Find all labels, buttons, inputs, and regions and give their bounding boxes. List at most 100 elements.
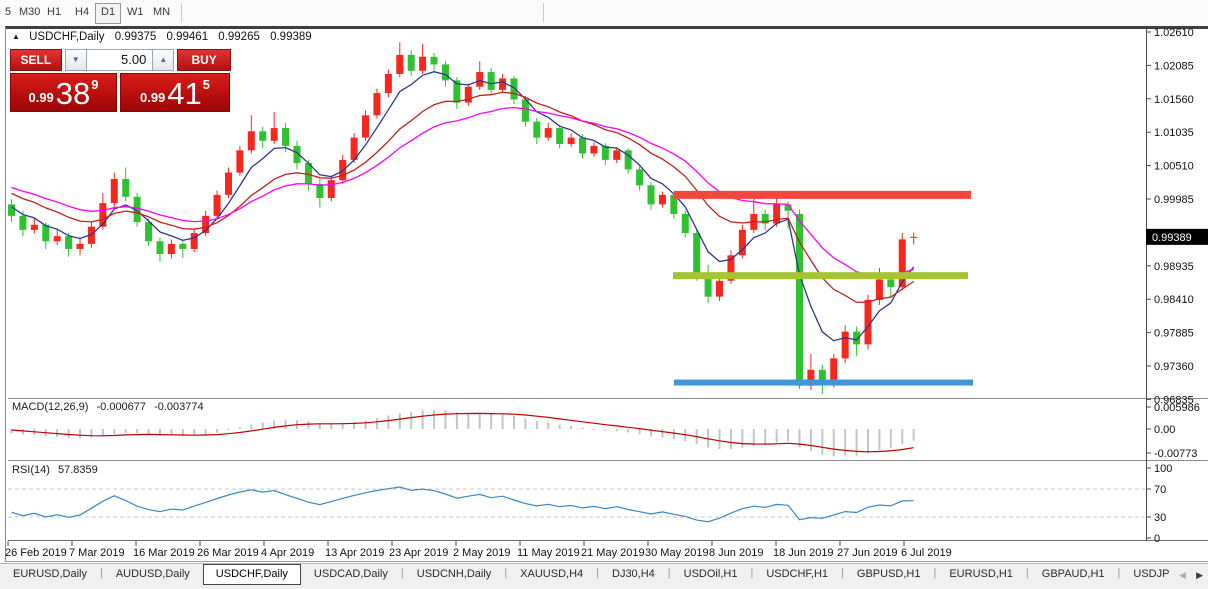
candle-body bbox=[453, 80, 461, 103]
timeframe-button-D1[interactable]: D1 bbox=[95, 3, 122, 24]
macd-histogram-bar bbox=[79, 429, 82, 439]
volume-decrease-button[interactable]: ▼ bbox=[64, 49, 87, 71]
macd-histogram-bar bbox=[261, 422, 264, 429]
moving-average-line bbox=[11, 71, 915, 342]
timeframe-toolbar: 5 M30 H1 H4 D1 W1 MN bbox=[0, 0, 1208, 26]
candle-body bbox=[738, 229, 746, 256]
macd-histogram-bar bbox=[421, 410, 424, 429]
volume-input[interactable]: 5.00 bbox=[86, 49, 153, 71]
macd-histogram-bar bbox=[752, 429, 755, 446]
candle-body bbox=[499, 78, 507, 90]
ohlc-close: 0.99389 bbox=[270, 31, 312, 43]
macd-histogram-bar bbox=[147, 429, 150, 434]
macd-histogram-bar bbox=[284, 419, 287, 429]
macd-axis-label: -0.00773 bbox=[1154, 448, 1197, 460]
tab-scroll-right-icon[interactable]: ▶ bbox=[1196, 570, 1203, 580]
horizontal-ray[interactable] bbox=[674, 190, 971, 199]
candle-body bbox=[122, 178, 130, 197]
macd-histogram-bar bbox=[67, 429, 70, 438]
price-axis-label: 1.00510 bbox=[1154, 161, 1194, 173]
tab-GBPAUD-H1[interactable]: GBPAUD,H1 bbox=[1041, 568, 1105, 580]
timeframe-button-M30[interactable]: M30 bbox=[19, 6, 41, 18]
tab-EURUSD-Daily[interactable]: EURUSD,Daily bbox=[13, 568, 87, 580]
macd-main-value: -0.000677 bbox=[96, 401, 147, 413]
candle-body bbox=[533, 121, 541, 138]
candle-body bbox=[853, 331, 861, 345]
tab-GBPUSD-H1[interactable]: GBPUSD,H1 bbox=[856, 568, 921, 580]
timeframe-button-W1[interactable]: W1 bbox=[127, 6, 144, 18]
candle-body bbox=[293, 145, 301, 164]
tab-USDCAD-Daily[interactable]: USDCAD,Daily bbox=[313, 568, 388, 580]
moving-average-line bbox=[11, 91, 915, 304]
candle-body bbox=[99, 203, 107, 227]
collapse-panel-icon[interactable]: ▲ bbox=[12, 32, 20, 41]
candle-body bbox=[167, 243, 175, 255]
macd-histogram-bar bbox=[672, 429, 675, 440]
timeframe-button-H1[interactable]: H1 bbox=[47, 6, 62, 18]
price-axis-label: 0.97885 bbox=[1154, 328, 1194, 340]
volume-increase-button[interactable]: ▲ bbox=[152, 49, 175, 71]
candle-body bbox=[362, 115, 370, 138]
candle-body bbox=[784, 204, 792, 211]
tab-EURUSD-H1[interactable]: EURUSD,H1 bbox=[949, 568, 1013, 580]
macd-histogram-bar bbox=[615, 429, 618, 432]
buy-button[interactable]: BUY bbox=[177, 49, 232, 71]
macd-histogram-bar bbox=[387, 415, 390, 429]
candle-body bbox=[544, 128, 552, 138]
macd-histogram-bar bbox=[832, 429, 835, 456]
buy-price-prefix: 0.99 bbox=[139, 90, 166, 105]
sell-button[interactable]: SELL bbox=[10, 49, 62, 71]
price-axis-label: 0.98410 bbox=[1154, 294, 1194, 306]
candle-body bbox=[316, 184, 324, 199]
tab-separator: | bbox=[750, 567, 754, 579]
candle-body bbox=[42, 224, 50, 242]
macd-histogram-bar bbox=[113, 429, 116, 434]
candle-body bbox=[441, 64, 449, 81]
timeframe-button-H4[interactable]: H4 bbox=[75, 6, 90, 18]
tab-USDJP[interactable]: USDJP bbox=[1133, 568, 1170, 580]
tab-separator: | bbox=[841, 567, 844, 579]
candle-body bbox=[601, 145, 609, 160]
moving-average-line bbox=[11, 106, 914, 277]
macd-histogram-bar bbox=[844, 429, 847, 456]
tab-USDCNH-Daily[interactable]: USDCNH,Daily bbox=[416, 568, 492, 580]
horizontal-ray[interactable] bbox=[673, 272, 968, 280]
buy-price-pip: 5 bbox=[202, 77, 211, 92]
macd-histogram-bar bbox=[524, 418, 527, 429]
tab-USDCHF-Daily[interactable]: USDCHF,Daily bbox=[202, 564, 301, 585]
candle-body bbox=[350, 137, 358, 160]
tab-DJ30-H4[interactable]: DJ30,H4 bbox=[612, 568, 655, 580]
tab-AUDUSD-Daily[interactable]: AUDUSD,Daily bbox=[115, 568, 190, 580]
chart-tabs: EURUSD,Daily | AUDUSD,Daily USDCHF,Daily USD… bbox=[0, 564, 1182, 585]
tab-separator: | bbox=[99, 567, 103, 579]
candle-body bbox=[521, 99, 529, 122]
timeframe-button-5[interactable]: 5 bbox=[5, 6, 12, 18]
macd-histogram-bar bbox=[855, 429, 858, 456]
tab-XAUUSD-H4[interactable]: XAUUSD,H4 bbox=[520, 568, 584, 580]
buy-price-button[interactable]: 0.99 41 5 bbox=[120, 73, 230, 112]
timeframe-button-MN[interactable]: MN bbox=[153, 6, 171, 18]
candle-body bbox=[704, 274, 712, 297]
tab-USDOil-H1[interactable]: USDOil,H1 bbox=[683, 568, 738, 580]
macd-histogram-bar bbox=[512, 416, 515, 429]
date-axis-label: 11 May 2019 bbox=[517, 547, 580, 559]
candle-body bbox=[818, 369, 826, 383]
sell-price-prefix: 0.99 bbox=[28, 90, 54, 105]
price-axis-label: 0.96835 bbox=[1154, 394, 1194, 406]
rsi-axis-label: 100 bbox=[1154, 463, 1172, 475]
candle-body bbox=[773, 204, 781, 224]
tab-scroll-left-icon[interactable]: ◀ bbox=[1179, 570, 1186, 580]
candle-body bbox=[647, 185, 655, 205]
candle-body bbox=[213, 194, 221, 216]
tab-USDCHF-H1[interactable]: USDCHF,H1 bbox=[766, 568, 829, 580]
macd-histogram-bar bbox=[718, 429, 721, 450]
sell-price-button[interactable]: 0.99 38 9 bbox=[10, 73, 117, 112]
candle-body bbox=[670, 194, 678, 214]
macd-histogram-bar bbox=[775, 429, 778, 443]
horizontal-ray[interactable] bbox=[674, 379, 973, 386]
macd-histogram-bar bbox=[124, 429, 127, 433]
macd-histogram-bar bbox=[604, 429, 607, 431]
toolbar-separator bbox=[543, 3, 544, 22]
macd-histogram-bar bbox=[410, 411, 413, 429]
